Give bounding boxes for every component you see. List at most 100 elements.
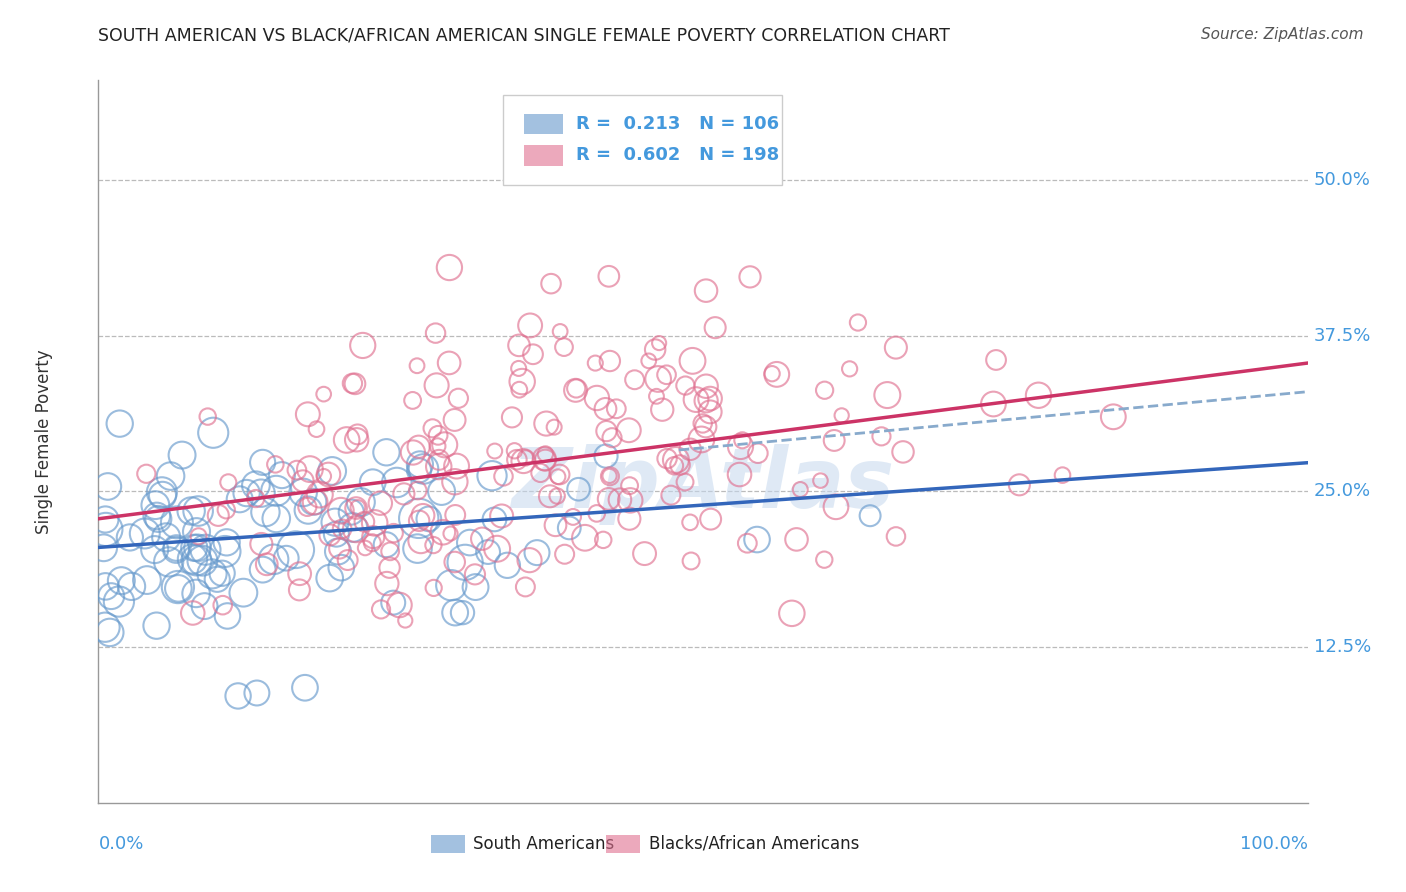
Point: [534, 447, 557, 461]
Point: [340, 505, 363, 519]
Point: [673, 475, 696, 489]
Text: 100.0%: 100.0%: [1240, 835, 1308, 854]
Point: [619, 512, 641, 526]
Point: [408, 463, 430, 477]
Point: [548, 325, 571, 339]
Point: [191, 554, 214, 568]
Point: [747, 446, 769, 460]
Point: [685, 392, 707, 407]
Point: [508, 338, 530, 352]
Point: [599, 468, 621, 483]
Point: [256, 558, 278, 572]
Point: [402, 445, 425, 459]
Point: [412, 508, 434, 523]
Point: [312, 387, 335, 401]
Point: [297, 503, 319, 517]
Point: [187, 504, 209, 518]
Point: [592, 533, 614, 547]
Point: [305, 422, 328, 436]
Point: [558, 521, 581, 535]
Text: South Americans: South Americans: [474, 835, 614, 853]
Point: [276, 551, 298, 566]
Point: [294, 681, 316, 695]
Point: [409, 458, 432, 472]
Point: [245, 478, 267, 492]
Point: [595, 401, 617, 416]
Point: [186, 541, 208, 555]
Point: [679, 442, 702, 457]
Point: [695, 379, 717, 393]
Text: R =  0.602   N = 198: R = 0.602 N = 198: [576, 145, 779, 164]
Point: [197, 409, 219, 424]
Point: [682, 354, 704, 368]
Point: [285, 463, 308, 477]
Point: [194, 542, 217, 557]
Point: [288, 566, 311, 581]
Point: [352, 338, 374, 352]
Point: [813, 552, 835, 566]
Text: 37.5%: 37.5%: [1313, 326, 1371, 344]
Point: [406, 359, 429, 373]
Point: [297, 407, 319, 421]
Point: [211, 598, 233, 612]
Point: [536, 417, 558, 431]
Point: [695, 419, 717, 434]
Point: [165, 541, 187, 555]
Point: [347, 500, 370, 515]
Point: [519, 553, 541, 567]
Point: [506, 452, 529, 467]
Point: [346, 433, 368, 447]
Point: [312, 469, 335, 483]
Point: [375, 445, 398, 459]
Point: [388, 598, 411, 612]
Point: [648, 336, 671, 351]
Point: [484, 444, 506, 458]
Point: [145, 508, 167, 523]
Point: [155, 530, 177, 544]
Point: [135, 467, 157, 481]
Point: [443, 555, 465, 569]
Point: [745, 533, 768, 547]
Point: [645, 389, 668, 403]
Point: [510, 375, 533, 389]
Point: [728, 467, 751, 482]
Point: [548, 467, 571, 482]
Point: [318, 571, 340, 585]
Point: [159, 469, 181, 483]
Point: [681, 554, 703, 568]
Point: [235, 486, 257, 500]
Point: [522, 347, 544, 361]
Point: [252, 455, 274, 469]
Point: [184, 586, 207, 600]
Point: [637, 354, 659, 368]
Point: [134, 526, 156, 541]
Point: [343, 376, 366, 391]
Point: [1008, 478, 1031, 492]
Point: [544, 518, 567, 533]
Point: [704, 320, 727, 334]
Point: [1102, 409, 1125, 424]
Point: [444, 508, 467, 522]
Point: [108, 594, 131, 608]
Point: [730, 440, 752, 454]
Point: [408, 440, 430, 454]
Point: [891, 445, 914, 459]
Point: [526, 546, 548, 560]
Point: [737, 536, 759, 550]
Point: [664, 458, 686, 473]
Point: [108, 417, 131, 431]
Point: [323, 515, 346, 529]
Point: [529, 466, 551, 480]
Point: [330, 560, 353, 574]
Point: [304, 495, 326, 509]
Point: [167, 582, 190, 596]
Point: [673, 378, 696, 392]
Text: Blacks/African Americans: Blacks/African Americans: [648, 835, 859, 853]
Point: [810, 474, 832, 488]
Point: [354, 541, 377, 555]
Point: [512, 454, 534, 468]
Point: [344, 501, 367, 516]
Point: [437, 356, 460, 370]
Point: [291, 474, 314, 488]
Point: [336, 433, 359, 447]
